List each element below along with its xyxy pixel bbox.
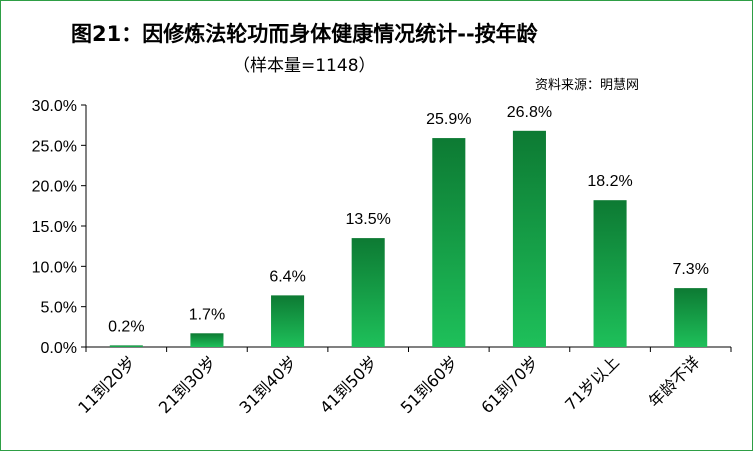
bar: [351, 238, 385, 347]
y-tick-label: 30.0%: [32, 98, 77, 115]
bar: [432, 138, 466, 347]
data-label: 1.7%: [189, 306, 225, 323]
category-label: 41到50岁: [316, 352, 381, 417]
data-label: 18.2%: [587, 173, 632, 190]
data-label: 25.9%: [426, 111, 471, 128]
y-tick-label: 15.0%: [32, 219, 77, 236]
data-label: 26.8%: [507, 104, 552, 121]
chart-source: 资料来源：明慧网: [535, 77, 639, 93]
y-tick-label: 5.0%: [41, 300, 77, 317]
chart-subtitle: （样本量=1148）: [233, 56, 376, 76]
data-label: 13.5%: [346, 211, 391, 228]
category-label: 31到40岁: [236, 352, 301, 417]
category-label: 51到60岁: [397, 352, 462, 417]
bar: [271, 295, 305, 347]
category-label: 71岁以上: [561, 352, 623, 414]
bar: [512, 130, 546, 347]
bars: [109, 130, 708, 347]
bar: [593, 200, 627, 347]
category-label: 年龄不详: [645, 352, 704, 411]
data-label: 6.4%: [269, 268, 305, 285]
bar: [109, 345, 143, 347]
data-label: 0.2%: [108, 318, 144, 335]
y-tick-label: 10.0%: [32, 259, 77, 276]
data-label: 7.3%: [672, 261, 708, 278]
bar: [674, 288, 708, 347]
data-labels: 0.2% 1.7% 6.4% 13.5% 25.9% 26.8% 18.2% 7.3%: [108, 104, 709, 336]
y-tick-label: 20.0%: [32, 179, 77, 196]
bar: [190, 333, 224, 347]
category-label: 21到30岁: [155, 352, 220, 417]
chart-title: 图21：因修炼法轮功而身体健康情况统计--按年龄: [71, 22, 539, 46]
category-label: 61到70岁: [477, 352, 542, 417]
y-tick-label: 0.0%: [41, 340, 77, 357]
y-tick-label: 25.0%: [32, 138, 77, 155]
category-labels: 11到20岁 21到30岁 31到40岁 41到50岁 51到60岁 61到70岁 71岁以…: [74, 352, 703, 417]
category-label: 11到20岁: [74, 352, 139, 417]
